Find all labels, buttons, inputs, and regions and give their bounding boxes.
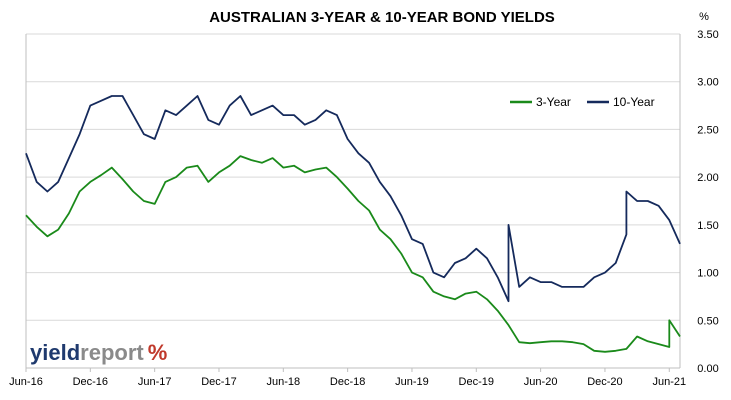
x-tick-label: Dec-19 (459, 376, 494, 388)
series-lines (25, 95, 681, 353)
y-tick-label: 0.50 (697, 315, 718, 327)
series-line-10-year (25, 95, 681, 303)
svg-text:yieldreport%: yieldreport% (30, 340, 167, 365)
logo-percent: % (148, 340, 168, 365)
legend-label-3-year: 3-Year (536, 95, 571, 109)
chart-title: AUSTRALIAN 3-YEAR & 10-YEAR BOND YIELDS (209, 9, 555, 26)
x-tick-label: Dec-18 (330, 376, 365, 388)
series-line-3-year (25, 155, 681, 353)
x-tick-label: Jun-19 (395, 376, 429, 388)
x-tick-label: Jun-21 (652, 376, 686, 388)
x-tick-label: Jun-18 (266, 376, 300, 388)
yieldreport-logo: yieldreport% (30, 340, 167, 365)
y-unit-label: % (699, 11, 709, 23)
y-tick-label: 2.50 (697, 124, 718, 136)
x-tick-label: Jun-17 (138, 376, 172, 388)
x-tick-label: Dec-17 (201, 376, 236, 388)
x-tick-label: Jun-20 (524, 376, 558, 388)
y-tick-label: 1.00 (697, 268, 718, 280)
logo-yield: yield (30, 340, 80, 365)
x-tick-label: Dec-20 (587, 376, 622, 388)
y-tick-label: 3.00 (697, 77, 718, 89)
grid-lines (26, 33, 680, 321)
y-tick-label: 2.00 (697, 172, 718, 184)
y-tick-label: 0.00 (697, 363, 718, 375)
y-tick-labels: 0.00 0.50 1.00 1.50 2.00 2.50 3.00 3.50 (697, 29, 718, 375)
y-tick-label: 1.50 (697, 220, 718, 232)
legend-label-10-year: 10-Year (613, 95, 655, 109)
x-tick-label: Dec-16 (73, 376, 108, 388)
legend: 3-Year 10-Year (510, 95, 655, 109)
axes (25, 34, 681, 369)
y-tick-label: 3.50 (697, 29, 718, 41)
x-tick-labels: Jun-16 Dec-16 Jun-17 Dec-17 Jun-18 Dec-18 Jun-… (9, 368, 686, 388)
logo-report: report (80, 340, 144, 365)
x-tick-label: Jun-16 (9, 376, 43, 388)
